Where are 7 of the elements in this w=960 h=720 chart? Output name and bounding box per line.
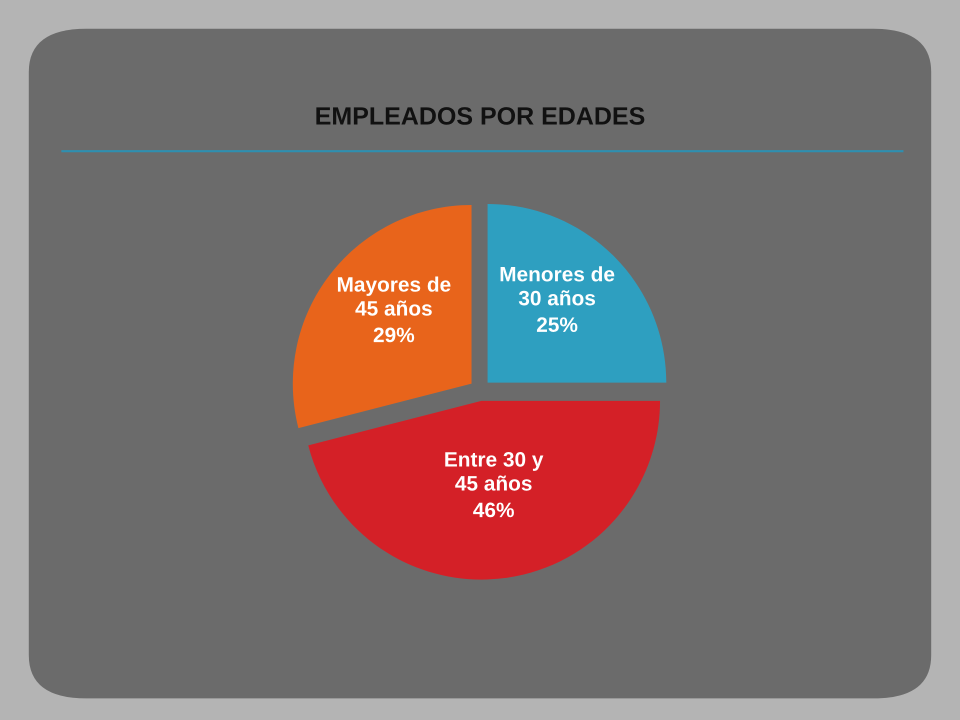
slice-label: Menores de 30 años xyxy=(500,266,614,306)
data-label: 25% xyxy=(536,317,578,332)
chart-title: EMPLEADOS POR EDADES xyxy=(316,107,644,125)
data-label: 46% xyxy=(473,502,514,518)
data-label: 29% xyxy=(374,328,414,342)
slice-label: Entre 30 y 45 años xyxy=(445,452,544,491)
slice-label: Mayores de 45 años xyxy=(338,276,450,316)
